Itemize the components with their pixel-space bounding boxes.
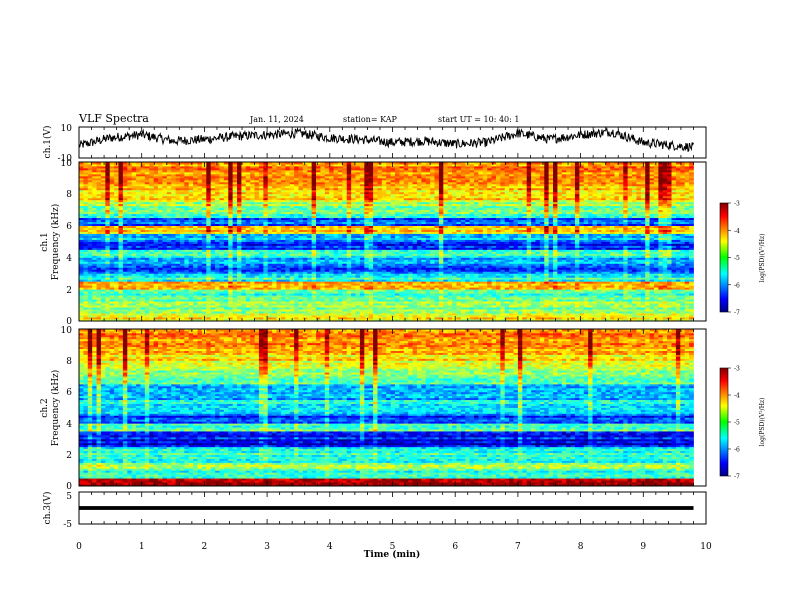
vlf-spectra-figure: VLF Spectra Jan. 11, 2024 station= KAP s… bbox=[0, 0, 792, 612]
ch1-ytick-top: 10 bbox=[61, 124, 73, 134]
plot-svg: 10 -10 ch.1(V) 0 2 4 6 8 10 ch.1 Frequen… bbox=[0, 0, 792, 612]
ch1-spectrogram-panel: 0 2 4 6 8 10 ch.1 Frequency (kHz) bbox=[40, 159, 706, 327]
ch1-waveform-trace bbox=[79, 129, 694, 152]
ch1-ylabel: ch.1(V) bbox=[42, 126, 53, 159]
ch1-spectrogram-image bbox=[79, 162, 694, 321]
